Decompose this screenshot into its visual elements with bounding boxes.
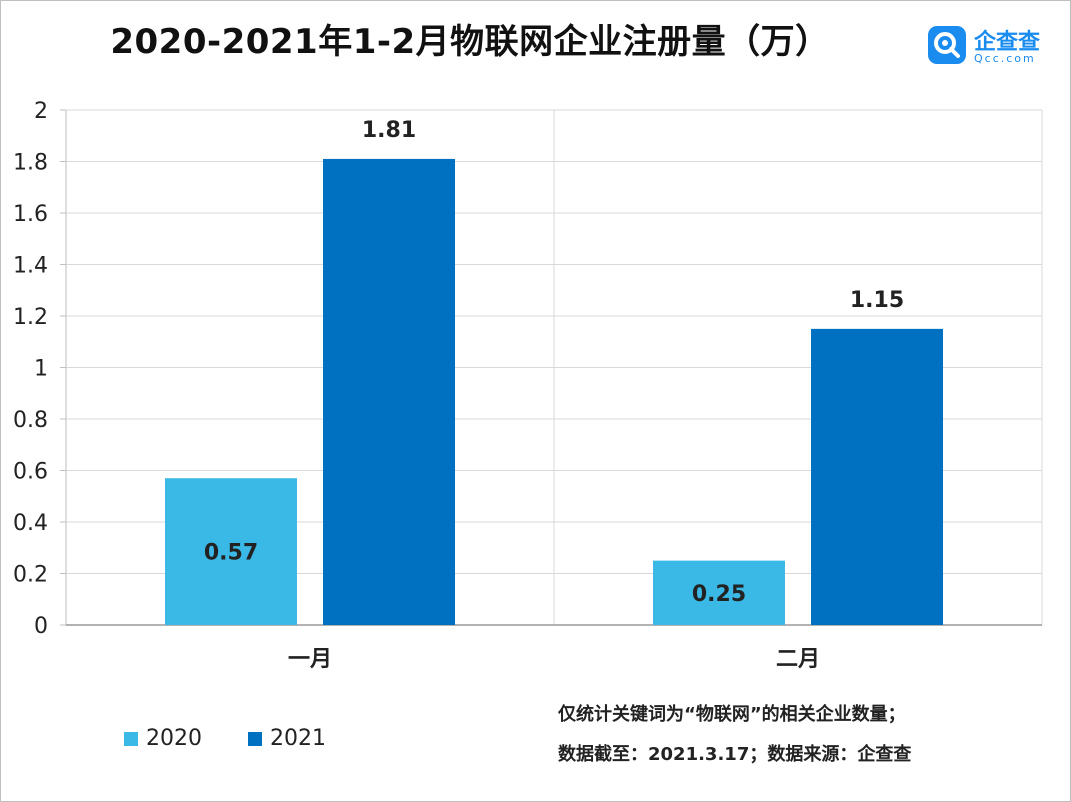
x-category-label: 一月 — [288, 647, 332, 672]
bar-2020-2 — [653, 560, 785, 625]
y-tick-label: 0.8 — [13, 408, 48, 433]
bar-2020-1 — [165, 478, 297, 625]
y-tick-label: 0 — [34, 614, 48, 639]
logo-domain: Qcc.com — [974, 52, 1036, 65]
y-tick-label: 1.8 — [13, 151, 48, 176]
y-tick-label: 0.6 — [13, 460, 48, 485]
qcc-logo-icon — [928, 26, 966, 64]
bar-2021-2 — [811, 328, 943, 625]
y-tick-label: 1 — [34, 357, 48, 382]
note-source: 数据截至：2021.3.17；数据来源：企查查 — [558, 744, 912, 765]
y-tick-label: 0.2 — [13, 563, 48, 588]
legend-swatch-2020 — [124, 732, 138, 746]
legend-label-2020: 2020 — [146, 726, 202, 751]
data-label-2021-2: 1.15 — [850, 288, 904, 313]
note-scope: 仅统计关键词为“物联网”的相关企业数量； — [558, 704, 906, 725]
y-tick-label: 0.4 — [13, 511, 48, 536]
y-tick-label: 1.6 — [13, 202, 48, 227]
data-label-2021-1: 1.81 — [362, 118, 416, 143]
data-label-2020-1: 0.57 — [204, 541, 258, 566]
legend-swatch-2021 — [248, 732, 262, 746]
x-category-label: 二月 — [776, 647, 820, 672]
bar-2021-1 — [323, 158, 455, 626]
y-tick-label: 2 — [34, 99, 48, 124]
qcc-logo: 企查查 Qcc.com — [928, 24, 1058, 68]
data-label-2020-2: 0.25 — [692, 582, 746, 607]
chart-title: 2020-2021年1-2月物联网企业注册量（万） — [110, 22, 830, 62]
legend-label-2021: 2021 — [270, 726, 326, 751]
y-tick-label: 1.2 — [13, 305, 48, 330]
y-tick-label: 1.4 — [13, 254, 48, 279]
logo-name: 企查查 — [974, 30, 1041, 55]
